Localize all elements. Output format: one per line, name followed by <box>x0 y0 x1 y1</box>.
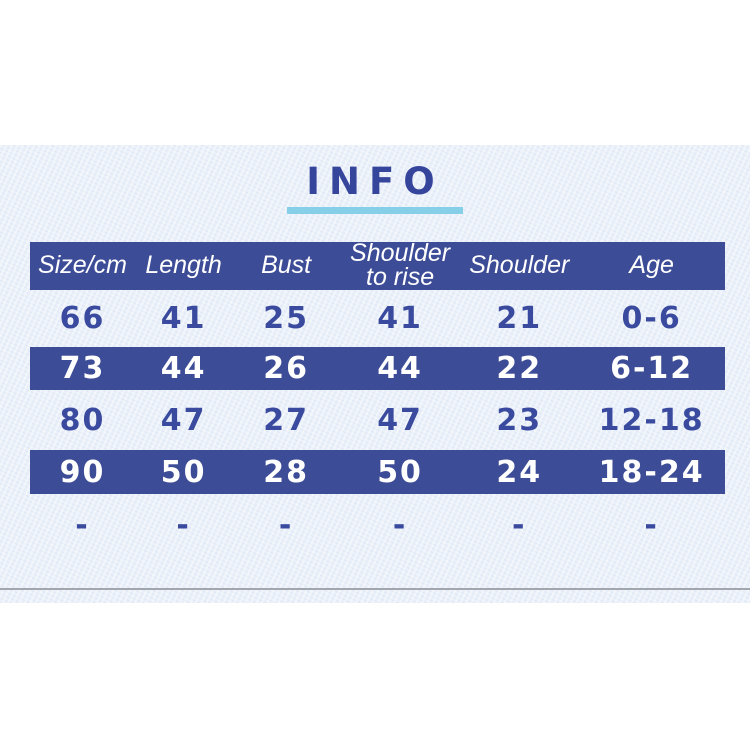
table-cell: 24 <box>460 450 578 494</box>
table-cell: - <box>340 494 460 556</box>
cell-value: - <box>278 507 294 543</box>
cell-value: 12-18 <box>598 402 705 438</box>
cell-value: 44 <box>160 351 207 386</box>
cell-value: 28 <box>263 454 309 490</box>
table-cell: 27 <box>232 390 340 450</box>
header-label: Size/cm <box>38 251 127 280</box>
table-cell: 66 <box>30 290 135 347</box>
table-cell: 6-12 <box>578 347 725 390</box>
table-cell: 22 <box>460 347 578 390</box>
table-cell: 26 <box>232 347 340 390</box>
table-cell: 23 <box>460 390 578 450</box>
header-cell-bust: Bust <box>232 242 340 290</box>
cell-value: 21 <box>496 301 543 336</box>
cell-value: 24 <box>496 454 543 490</box>
table-cell: 47 <box>340 390 460 450</box>
cell-value: 73 <box>59 351 106 386</box>
info-title: INFO <box>306 160 444 203</box>
cell-value: 90 <box>59 454 106 490</box>
table-cell: 50 <box>135 450 232 494</box>
table-cell: 18-24 <box>578 450 725 494</box>
table-cell: 41 <box>340 290 460 347</box>
cell-value: 25 <box>263 301 309 336</box>
header-label: Bust <box>261 251 312 280</box>
cell-value: 80 <box>59 402 106 438</box>
table-cell: 50 <box>340 450 460 494</box>
table-row: 80 47 27 47 23 12-18 <box>30 390 725 450</box>
header-label: Shoulder to rise <box>350 242 451 290</box>
table-cell: - <box>30 494 135 556</box>
table-cell: - <box>135 494 232 556</box>
table-cell: - <box>232 494 340 556</box>
cell-value: 47 <box>377 402 423 438</box>
table-cell: 21 <box>460 290 578 347</box>
cell-value: 23 <box>496 402 543 438</box>
cell-value: 41 <box>160 301 207 336</box>
cell-value: - <box>75 507 90 543</box>
cell-value: 22 <box>496 351 543 386</box>
header-cell-shoulder-to-rise: Shoulder to rise <box>340 242 460 290</box>
size-table: Size/cm Length Bust Shoulder to rise Sho… <box>30 242 725 556</box>
cell-value: 26 <box>263 351 309 386</box>
table-cell: 25 <box>232 290 340 347</box>
table-cell: 44 <box>135 347 232 390</box>
title-underline <box>287 207 463 214</box>
table-row-highlighted: 73 44 26 44 22 6-12 <box>30 347 725 390</box>
cell-value: 50 <box>160 454 207 490</box>
header-label: Shoulder <box>469 251 570 280</box>
cell-value: 27 <box>263 402 309 438</box>
cell-value: 41 <box>377 301 423 336</box>
table-header-row: Size/cm Length Bust Shoulder to rise Sho… <box>30 242 725 290</box>
header-label: Age <box>629 251 674 280</box>
paper-bottom-edge-line <box>0 588 750 590</box>
header-cell-age: Age <box>578 242 725 290</box>
paper-card: INFO Size/cm Length Bust Shoulder to ris… <box>0 145 750 603</box>
table-cell: 28 <box>232 450 340 494</box>
table-row-highlighted: 90 50 28 50 24 18-24 <box>30 450 725 494</box>
header-cell-size: Size/cm <box>30 242 135 290</box>
cell-value: - <box>392 507 408 543</box>
cell-value: 6-12 <box>610 351 694 386</box>
header-label: Length <box>145 251 222 280</box>
table-row: - - - - - - <box>30 494 725 556</box>
header-cell-shoulder: Shoulder <box>460 242 578 290</box>
cell-value: 47 <box>160 402 207 438</box>
table-cell: 41 <box>135 290 232 347</box>
cell-value: 66 <box>59 301 106 336</box>
cell-value: - <box>512 507 527 543</box>
table-cell: - <box>460 494 578 556</box>
table-cell: 44 <box>340 347 460 390</box>
header-cell-length: Length <box>135 242 232 290</box>
cell-value: - <box>176 507 191 543</box>
cell-value: - <box>644 507 659 543</box>
table-cell: 80 <box>30 390 135 450</box>
cell-value: 18-24 <box>598 454 705 490</box>
table-cell: 47 <box>135 390 232 450</box>
cell-value: 50 <box>377 454 423 490</box>
table-cell: - <box>578 494 725 556</box>
table-cell: 0-6 <box>578 290 725 347</box>
table-cell: 12-18 <box>578 390 725 450</box>
cell-value: 44 <box>377 351 423 386</box>
cell-value: 0-6 <box>621 301 682 336</box>
table-cell: 90 <box>30 450 135 494</box>
table-row: 66 41 25 41 21 0-6 <box>30 290 725 347</box>
table-cell: 73 <box>30 347 135 390</box>
